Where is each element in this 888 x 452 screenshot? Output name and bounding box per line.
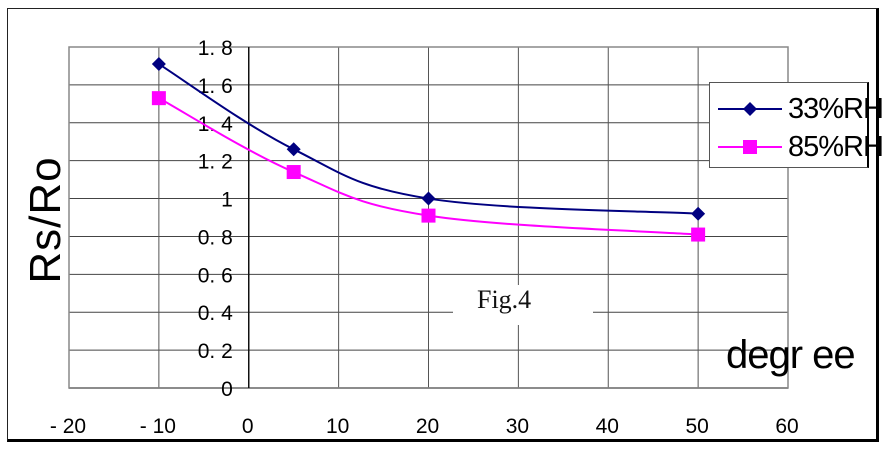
legend-item-33rh: 33%RH — [710, 91, 884, 127]
x-tick-label: 40 — [596, 415, 619, 438]
y-tick-label: 1. 6 — [198, 75, 233, 98]
x-axis-label: degr ee — [726, 333, 856, 377]
y-tick-label: 1. 4 — [198, 113, 233, 136]
square-marker-icon — [691, 227, 706, 242]
x-tick-label: 20 — [416, 415, 439, 438]
x-tick-label: 60 — [775, 415, 798, 438]
y-axis-label: Rs/Ro — [16, 140, 76, 300]
legend-label: 33%RH — [788, 93, 884, 125]
diamond-marker-icon — [691, 206, 706, 221]
series-line — [158, 97, 699, 236]
diamond-marker-icon — [421, 191, 436, 206]
square-marker-icon — [421, 208, 436, 223]
y-tick-label: 0 — [221, 378, 233, 401]
legend-label: 85%RH — [788, 131, 884, 163]
square-marker-icon — [286, 165, 301, 180]
series-line — [158, 63, 699, 215]
x-tick-label: 0 — [242, 415, 254, 438]
figure-caption: Fig.4 — [453, 285, 593, 325]
y-tick-label: 1. 8 — [198, 37, 233, 60]
x-tick-label: 30 — [506, 415, 529, 438]
y-tick-label: 1. 2 — [198, 151, 233, 174]
y-tick-label: 0. 2 — [198, 340, 233, 363]
x-tick-label: 50 — [685, 415, 708, 438]
y-tick-label: 0. 4 — [198, 302, 233, 325]
square-marker-icon — [151, 91, 166, 106]
chart-frame — [7, 8, 879, 442]
y-tick-label: 0. 8 — [198, 226, 233, 249]
y-tick-label: 0. 6 — [198, 264, 233, 287]
legend-item-85rh: 85%RH — [710, 129, 884, 165]
y-tick-label: 1 — [221, 189, 233, 212]
x-tick-label: 10 — [326, 415, 349, 438]
square-marker-icon — [718, 140, 782, 154]
diamond-marker-icon — [286, 142, 301, 157]
legend: 33%RH 85%RH — [709, 82, 884, 168]
y-axis-label-text: Rs/Ro — [21, 156, 70, 284]
diamond-marker-icon — [151, 57, 166, 72]
x-tick-label: - 20 — [50, 415, 86, 438]
diamond-marker-icon — [718, 102, 782, 116]
plot-border — [68, 46, 789, 389]
x-tick-label: - 10 — [140, 415, 176, 438]
